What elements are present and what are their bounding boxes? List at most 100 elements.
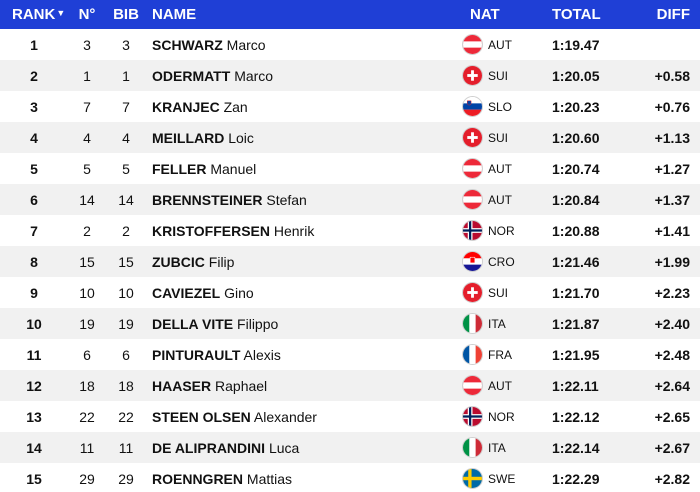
start-number-cell: 10 xyxy=(79,284,95,301)
athlete-name-cell[interactable]: STEEN OLSEN Alexander xyxy=(146,401,462,432)
table-row[interactable]: 2 1 1 ODERMATT Marco SUI 1:20.05 +0.58 xyxy=(0,60,700,91)
nation-code: AUT xyxy=(488,37,512,52)
france-flag-icon xyxy=(462,344,483,365)
athlete-surname[interactable]: ODERMATT xyxy=(152,67,231,84)
athlete-surname[interactable]: ROENNGREN xyxy=(152,470,244,487)
athlete-firstname[interactable]: Filippo xyxy=(237,315,279,332)
start-number-cell: 6 xyxy=(83,346,91,363)
start-number-cell: 11 xyxy=(79,439,95,456)
rank-cell: 6 xyxy=(30,191,38,208)
athlete-name-cell[interactable]: PINTURAULT Alexis xyxy=(146,339,462,370)
athlete-name-cell[interactable]: SCHWARZ Marco xyxy=(146,29,462,60)
table-row[interactable]: 14 11 11 DE ALIPRANDINI Luca ITA 1:22.14 +2.67 xyxy=(0,432,700,463)
no-column-header[interactable]: N° xyxy=(78,6,96,23)
time-diff-cell: +2.64 xyxy=(654,377,690,394)
table-row[interactable]: 13 22 22 STEEN OLSEN Alexander NOR 1:22.12 +2.… xyxy=(0,401,700,432)
athlete-firstname[interactable]: Raphael xyxy=(215,377,268,394)
athlete-firstname[interactable]: Mattias xyxy=(246,470,293,487)
bib-cell: 7 xyxy=(122,98,130,115)
athlete-name-cell[interactable]: DELLA VITE Filippo xyxy=(146,308,462,339)
total-time-cell: 1:20.05 xyxy=(552,67,600,84)
athlete-surname[interactable]: CAVIEZEL xyxy=(152,284,221,301)
bib-cell: 3 xyxy=(122,36,130,53)
italy-flag-icon xyxy=(462,313,483,334)
bib-column-header[interactable]: BIB xyxy=(113,6,139,23)
rank-column-header[interactable]: RANK▼ xyxy=(0,0,68,29)
athlete-name-cell[interactable]: HAASER Raphael xyxy=(146,370,462,401)
athlete-name-cell[interactable]: BRENNSTEINER Stefan xyxy=(146,184,462,215)
nation-cell: FRA xyxy=(462,339,552,370)
table-row[interactable]: 15 29 29 ROENNGREN Mattias SWE 1:22.29 +2.82 xyxy=(0,463,700,492)
time-diff-cell: +0.58 xyxy=(654,67,690,84)
athlete-surname[interactable]: FELLER xyxy=(152,160,207,177)
athlete-firstname[interactable]: Filip xyxy=(208,253,235,270)
table-row[interactable]: 3 7 7 KRANJEC Zan SLO 1:20.23 +0.76 xyxy=(0,91,700,122)
athlete-name-cell[interactable]: KRISTOFFERSEN Henrik xyxy=(146,215,462,246)
athlete-firstname[interactable]: Loic xyxy=(228,129,254,146)
athlete-surname[interactable]: DE ALIPRANDINI xyxy=(152,439,266,456)
athlete-surname[interactable]: HAASER xyxy=(152,377,212,394)
athlete-firstname[interactable]: Henrik xyxy=(273,222,315,239)
nation-cell: NOR xyxy=(462,401,552,432)
time-diff-cell: +2.67 xyxy=(654,439,690,456)
athlete-firstname[interactable]: Luca xyxy=(268,439,300,456)
table-row[interactable]: 11 6 6 PINTURAULT Alexis FRA 1:21.95 +2.48 xyxy=(0,339,700,370)
athlete-name-cell[interactable]: DE ALIPRANDINI Luca xyxy=(146,432,462,463)
athlete-firstname[interactable]: Zan xyxy=(223,98,248,115)
table-row[interactable]: 8 15 15 ZUBCIC Filip CRO 1:21.46 +1.99 xyxy=(0,246,700,277)
total-time-cell: 1:20.23 xyxy=(552,98,600,115)
athlete-name-cell[interactable]: CAVIEZEL Gino xyxy=(146,277,462,308)
total-column-header[interactable]: TOTAL xyxy=(552,6,601,23)
athlete-name-cell[interactable]: FELLER Manuel xyxy=(146,153,462,184)
norway-flag-icon xyxy=(462,406,483,427)
table-row[interactable]: 4 4 4 MEILLARD Loic SUI 1:20.60 +1.13 xyxy=(0,122,700,153)
table-row[interactable]: 12 18 18 HAASER Raphael AUT 1:22.11 +2.64 xyxy=(0,370,700,401)
bib-cell: 10 xyxy=(118,284,134,301)
athlete-firstname[interactable]: Gino xyxy=(224,284,254,301)
athlete-firstname[interactable]: Manuel xyxy=(210,160,257,177)
sort-down-icon[interactable]: ▼ xyxy=(56,8,66,18)
diff-column-header[interactable]: DIFF xyxy=(656,6,690,23)
table-row[interactable]: 5 5 5 FELLER Manuel AUT 1:20.74 +1.27 xyxy=(0,153,700,184)
bib-cell: 19 xyxy=(118,315,134,332)
table-row[interactable]: 9 10 10 CAVIEZEL Gino SUI 1:21.70 +2.23 xyxy=(0,277,700,308)
athlete-surname[interactable]: SCHWARZ xyxy=(152,36,223,53)
nation-cell: AUT xyxy=(462,370,552,401)
athlete-name-cell[interactable]: ROENNGREN Mattias xyxy=(146,463,462,492)
athlete-firstname[interactable]: Marco xyxy=(226,36,266,53)
athlete-surname[interactable]: BRENNSTEINER xyxy=(152,191,263,208)
rank-header-label: RANK xyxy=(12,6,56,23)
name-column-header[interactable]: NAME xyxy=(152,6,197,23)
table-row[interactable]: 6 14 14 BRENNSTEINER Stefan AUT 1:20.84 +1.37 xyxy=(0,184,700,215)
start-number-cell: 14 xyxy=(79,191,95,208)
nation-cell: ITA xyxy=(462,308,552,339)
total-time-cell: 1:20.88 xyxy=(552,222,600,239)
athlete-surname[interactable]: STEEN OLSEN xyxy=(152,408,251,425)
time-diff-cell: +0.76 xyxy=(654,98,690,115)
total-time-cell: 1:20.74 xyxy=(552,160,600,177)
athlete-firstname[interactable]: Alexis xyxy=(243,346,281,363)
athlete-surname[interactable]: ZUBCIC xyxy=(152,253,205,270)
athlete-name-cell[interactable]: KRANJEC Zan xyxy=(146,91,462,122)
athlete-surname[interactable]: KRANJEC xyxy=(152,98,220,115)
athlete-surname[interactable]: MEILLARD xyxy=(152,129,225,146)
athlete-surname[interactable]: DELLA VITE xyxy=(152,315,234,332)
athlete-firstname[interactable]: Alexander xyxy=(253,408,317,425)
bib-cell: 6 xyxy=(122,346,130,363)
table-row[interactable]: 7 2 2 KRISTOFFERSEN Henrik NOR 1:20.88 +1.41 xyxy=(0,215,700,246)
athlete-surname[interactable]: PINTURAULT xyxy=(152,346,241,363)
table-row[interactable]: 1 3 3 SCHWARZ Marco AUT 1:19.47 xyxy=(0,29,700,60)
athlete-firstname[interactable]: Stefan xyxy=(266,191,307,208)
rank-cell: 3 xyxy=(30,98,38,115)
bib-cell: 18 xyxy=(118,377,134,394)
total-time-cell: 1:22.12 xyxy=(552,408,600,425)
athlete-name-cell[interactable]: MEILLARD Loic xyxy=(146,122,462,153)
athlete-name-cell[interactable]: ZUBCIC Filip xyxy=(146,246,462,277)
athlete-surname[interactable]: KRISTOFFERSEN xyxy=(152,222,270,239)
table-row[interactable]: 10 19 19 DELLA VITE Filippo ITA 1:21.87 +2.40 xyxy=(0,308,700,339)
start-number-cell: 5 xyxy=(83,160,91,177)
nat-column-header[interactable]: NAT xyxy=(470,6,500,23)
switzerland-flag-icon xyxy=(462,282,483,303)
athlete-name-cell[interactable]: ODERMATT Marco xyxy=(146,60,462,91)
athlete-firstname[interactable]: Marco xyxy=(234,67,274,84)
